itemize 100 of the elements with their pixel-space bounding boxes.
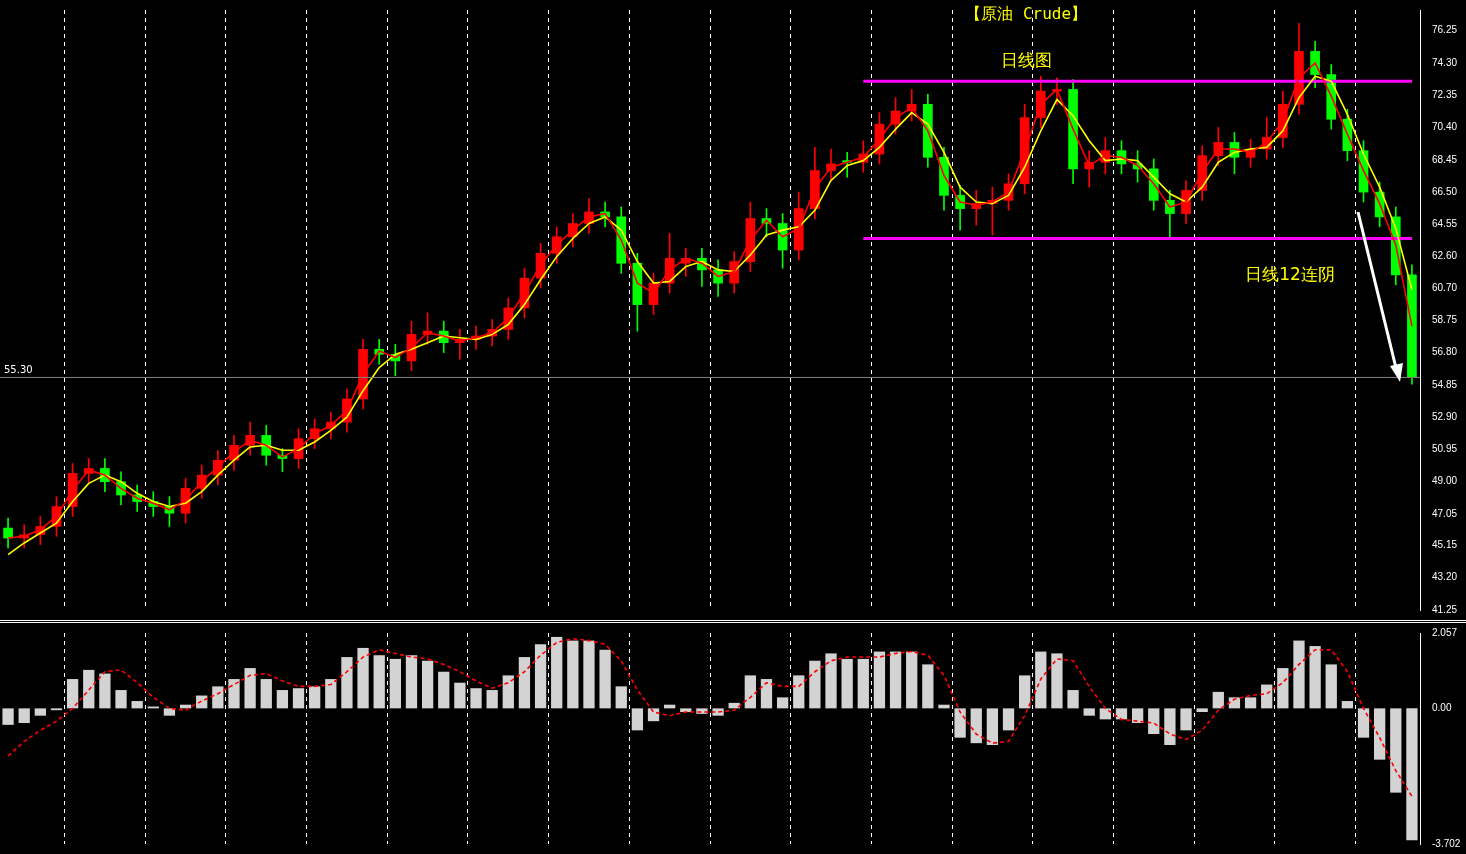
y-tick-label: 72.35 [1432,88,1458,100]
bar [1019,675,1031,709]
y-tick-label: 60.70 [1432,281,1458,293]
bar [1261,684,1273,709]
y-tick-label: 2.057 [1432,626,1458,638]
bar [1406,708,1418,841]
bar [486,690,498,709]
y-tick-label: 74.30 [1432,56,1458,68]
bar [34,708,46,716]
y-tick-label: 70.40 [1432,121,1458,133]
bar [534,644,547,709]
y-tick-label: 47.05 [1432,507,1458,519]
bar [1212,691,1224,709]
bar [1131,708,1144,724]
bar [260,679,272,709]
y-tick-label: 66.50 [1432,185,1458,197]
y-tick-label: 68.45 [1432,153,1458,165]
bar [1244,697,1257,709]
bar [18,708,30,724]
bar [1309,646,1321,709]
bar [1390,708,1402,793]
bar [325,679,337,709]
bar [66,679,79,709]
bar [970,708,982,744]
bar [599,649,611,709]
bar [502,675,514,709]
y-tick-label: 50.95 [1432,443,1458,455]
bar [83,669,95,709]
bar [567,640,579,709]
y-tick-label: 49.00 [1432,475,1458,487]
y-tick-label: 76.25 [1432,24,1458,36]
bar [438,671,450,709]
bar [115,690,127,709]
bar [760,679,773,709]
bar [454,682,466,709]
bar [1035,651,1047,709]
bar [228,679,240,709]
y-tick-label: 41.25 [1432,603,1458,615]
ref-line-label: 55.30 [4,364,33,376]
bar [99,673,111,709]
bar [405,655,418,709]
bar [341,657,353,709]
bar [986,708,999,745]
bar [809,660,821,709]
y-tick-label: 0.00 [1432,702,1452,714]
bar [309,686,321,709]
annotation: 日线12连阴 [1245,264,1335,285]
y-tick-label: 54.85 [1432,378,1458,390]
bar [647,708,660,722]
bar [1357,708,1370,738]
bar [631,708,644,731]
bar [776,697,789,709]
y-tick-label: 45.15 [1432,539,1458,551]
bar [825,653,837,709]
bar [1341,701,1354,709]
bar [615,686,627,709]
bar [244,668,256,709]
bar [373,655,385,709]
bar [1164,708,1176,745]
bar [1180,708,1192,731]
bar [583,640,595,709]
bar [1099,708,1111,720]
bar [470,688,482,709]
y-tick-label: 56.80 [1432,346,1458,358]
chart-title: 【原油 Crude】 [965,4,1088,24]
bar [551,636,563,709]
bar [873,651,886,709]
bar [1051,653,1063,709]
bar [1325,664,1337,709]
bar [954,708,966,738]
y-tick-label: 64.55 [1432,218,1458,230]
bar [292,688,305,709]
bar [1148,708,1160,735]
line-series [7,637,1413,798]
y-tick-label: 52.90 [1432,410,1458,422]
y-tick-label: 58.75 [1432,314,1458,326]
bar [922,664,934,709]
bar [2,708,14,725]
bar [1293,640,1305,709]
annotation: 日线图 [1000,50,1052,71]
bar [357,647,369,709]
bar [744,675,756,709]
bar [131,701,143,709]
bar [1196,708,1208,713]
bar [857,658,869,709]
bar [793,675,805,709]
bar [163,708,176,716]
bar [276,690,289,709]
bar [518,657,531,709]
bar [421,660,434,709]
bar [906,651,918,709]
bar [841,658,853,709]
bar [212,686,224,709]
bar [1374,708,1386,760]
bar [389,658,401,709]
y-tick-label: 43.20 [1432,571,1458,583]
bar [889,651,902,709]
y-tick-label: 62.60 [1432,250,1458,262]
bar [1277,668,1289,709]
y-tick-label: -3.702 [1432,837,1461,849]
